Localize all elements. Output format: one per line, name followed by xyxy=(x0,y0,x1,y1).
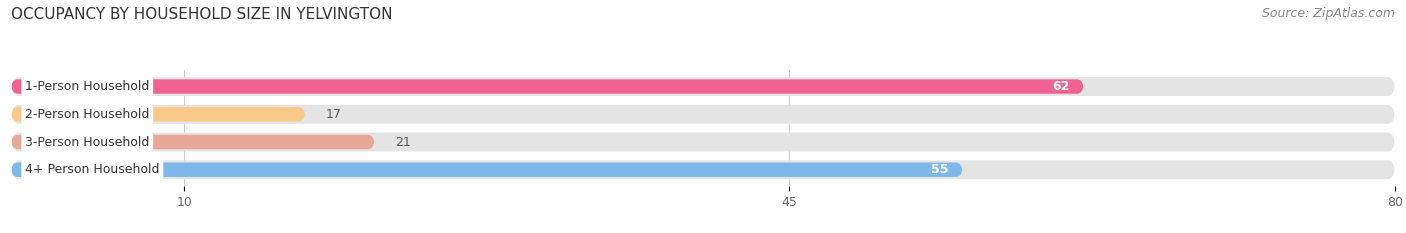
Text: 4+ Person Household: 4+ Person Household xyxy=(25,163,160,176)
Text: OCCUPANCY BY HOUSEHOLD SIZE IN YELVINGTON: OCCUPANCY BY HOUSEHOLD SIZE IN YELVINGTO… xyxy=(11,7,392,22)
FancyBboxPatch shape xyxy=(11,135,374,149)
FancyBboxPatch shape xyxy=(11,105,1395,124)
Text: 21: 21 xyxy=(395,136,411,148)
FancyBboxPatch shape xyxy=(11,133,1395,151)
Text: 2-Person Household: 2-Person Household xyxy=(25,108,149,121)
FancyBboxPatch shape xyxy=(11,160,1395,179)
Text: 62: 62 xyxy=(1052,80,1070,93)
FancyBboxPatch shape xyxy=(11,79,1084,94)
FancyBboxPatch shape xyxy=(11,163,963,177)
Text: 55: 55 xyxy=(931,163,949,176)
Text: 17: 17 xyxy=(326,108,342,121)
Text: 3-Person Household: 3-Person Household xyxy=(25,136,149,148)
Text: 1-Person Household: 1-Person Household xyxy=(25,80,149,93)
FancyBboxPatch shape xyxy=(11,77,1395,96)
FancyBboxPatch shape xyxy=(11,107,305,121)
Text: Source: ZipAtlas.com: Source: ZipAtlas.com xyxy=(1261,7,1395,20)
